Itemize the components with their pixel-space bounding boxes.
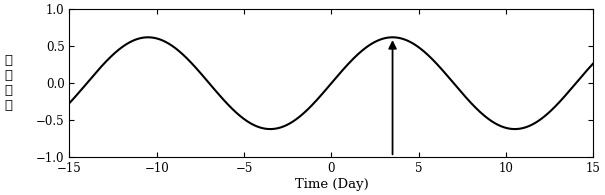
X-axis label: Time (Day): Time (Day) — [295, 178, 368, 191]
Y-axis label: 相
关
系
数: 相 关 系 数 — [4, 54, 12, 112]
